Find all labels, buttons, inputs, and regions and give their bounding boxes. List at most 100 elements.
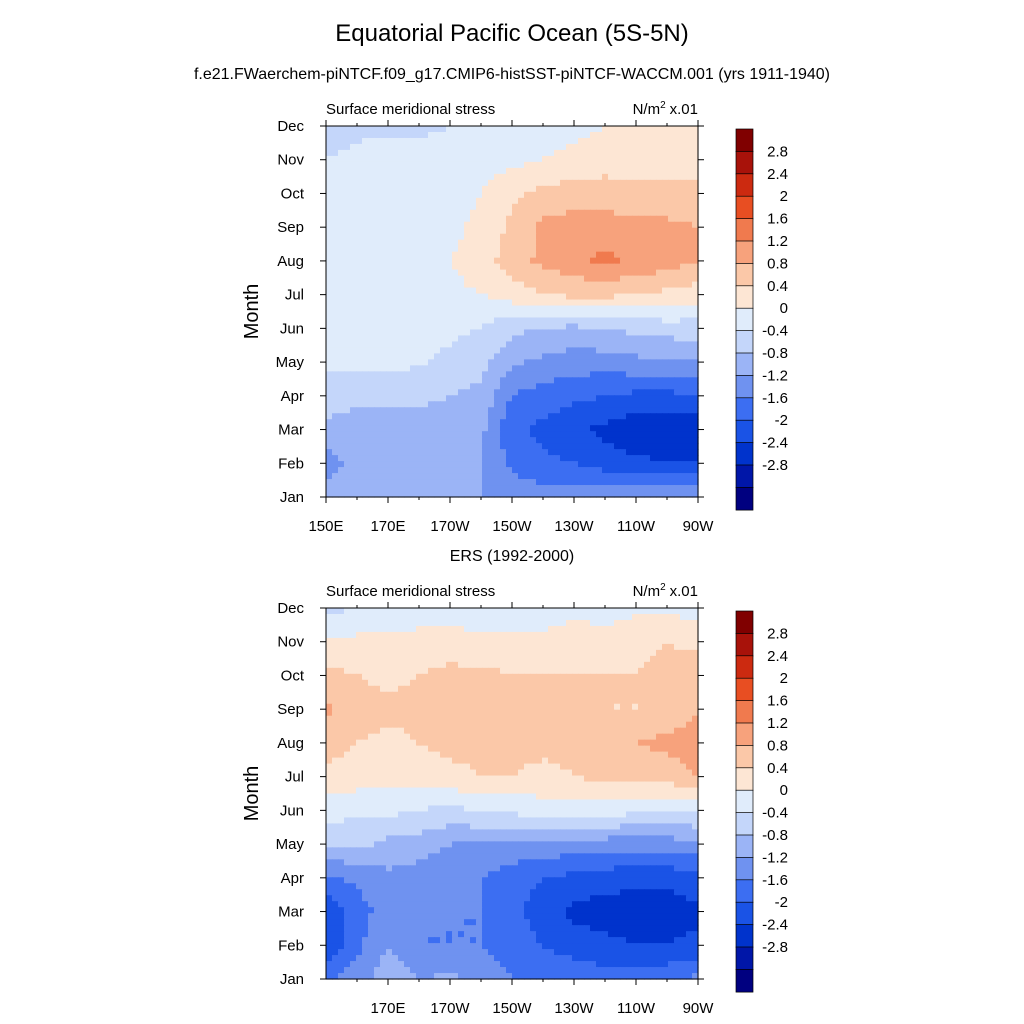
contour-cell (620, 625, 627, 633)
contour-cell (428, 245, 435, 253)
contour-cell (584, 637, 591, 645)
contour-cell (656, 239, 663, 247)
contour-cell (620, 631, 627, 639)
contour-cell (398, 179, 405, 187)
contour-cell (524, 359, 531, 366)
contour-cell (452, 257, 459, 265)
contour-cell (548, 137, 555, 145)
contour-cell (668, 359, 675, 366)
contour-cell (404, 287, 411, 295)
contour-cell (626, 126, 633, 133)
contour-cell (602, 149, 609, 157)
contour-cell (344, 143, 351, 151)
contour-cell (350, 703, 357, 711)
contour-cell (680, 685, 687, 693)
contour-cell (560, 137, 567, 145)
contour-cell (626, 643, 633, 651)
contour-cell (380, 287, 387, 295)
contour-cell (386, 377, 393, 384)
contour-cell (518, 221, 525, 229)
contour-cell (596, 233, 603, 241)
contour-cell (416, 179, 423, 187)
contour-cell (488, 619, 495, 627)
contour-cell (596, 263, 603, 271)
contour-cell (506, 263, 513, 271)
contour-cell (506, 305, 513, 313)
contour-cell (530, 167, 537, 175)
contour-cell (536, 679, 543, 687)
contour-cell (452, 335, 459, 343)
contour-cell (404, 221, 411, 229)
contour-cell (494, 365, 501, 372)
contour-cell (458, 227, 465, 235)
contour-cell (566, 305, 573, 313)
contour-cell (662, 305, 669, 313)
contour-cell (536, 371, 543, 378)
contour-cell (674, 287, 681, 295)
contour-cell (332, 329, 339, 337)
contour-cell (518, 335, 525, 343)
contour-cell (644, 608, 651, 615)
contour-cell (512, 655, 519, 663)
contour-cell (518, 251, 525, 259)
contour-cell (542, 287, 549, 295)
contour-cell (536, 161, 543, 169)
contour-cell (338, 179, 345, 187)
contour-cell (416, 685, 423, 693)
contour-cell (560, 311, 567, 319)
contour-cell (380, 227, 387, 235)
contour-cell (344, 335, 351, 343)
contour-cell (578, 613, 585, 621)
contour-cell (680, 335, 687, 343)
contour-cell (458, 649, 465, 657)
contour-cell (644, 203, 651, 211)
contour-cell (506, 257, 513, 265)
contour-cell (536, 655, 543, 663)
contour-cell (608, 281, 615, 289)
contour-cell (338, 203, 345, 211)
contour-cell (638, 661, 645, 669)
contour-cell (692, 335, 699, 343)
contour-cell (368, 287, 375, 295)
contour-cell (482, 619, 489, 627)
contour-cell (452, 359, 459, 366)
contour-cell (662, 613, 669, 621)
contour-cell (458, 126, 465, 133)
contour-cell (488, 155, 495, 163)
contour-cell (344, 131, 351, 139)
contour-cell (572, 167, 579, 175)
contour-cell (638, 263, 645, 271)
contour-cell (374, 703, 381, 711)
contour-cell (530, 269, 537, 277)
contour-cell (602, 287, 609, 295)
contour-cell (404, 619, 411, 627)
contour-cell (494, 143, 501, 151)
contour-cell (584, 269, 591, 277)
contour-cell (596, 637, 603, 645)
contour-cell (614, 191, 621, 199)
contour-cell (674, 631, 681, 639)
contour-cell (584, 679, 591, 687)
contour-cell (536, 311, 543, 319)
contour-cell (674, 335, 681, 343)
contour-cell (338, 317, 345, 325)
contour-cell (512, 245, 519, 253)
contour-cell (368, 203, 375, 211)
contour-cell (560, 655, 567, 663)
contour-cell (626, 263, 633, 271)
contour-cell (440, 143, 447, 151)
contour-cell (494, 239, 501, 247)
contour-cell (578, 227, 585, 235)
contour-cell (674, 179, 681, 187)
contour-cell (560, 155, 567, 163)
contour-cell (548, 263, 555, 271)
contour-cell (452, 185, 459, 193)
contour-cell (626, 293, 633, 301)
contour-cell (332, 305, 339, 313)
contour-cell (524, 143, 531, 151)
contour-cell (596, 347, 603, 354)
contour-cell (620, 257, 627, 265)
contour-cell (386, 317, 393, 325)
contour-cell (362, 329, 369, 337)
contour-cell (626, 703, 633, 711)
